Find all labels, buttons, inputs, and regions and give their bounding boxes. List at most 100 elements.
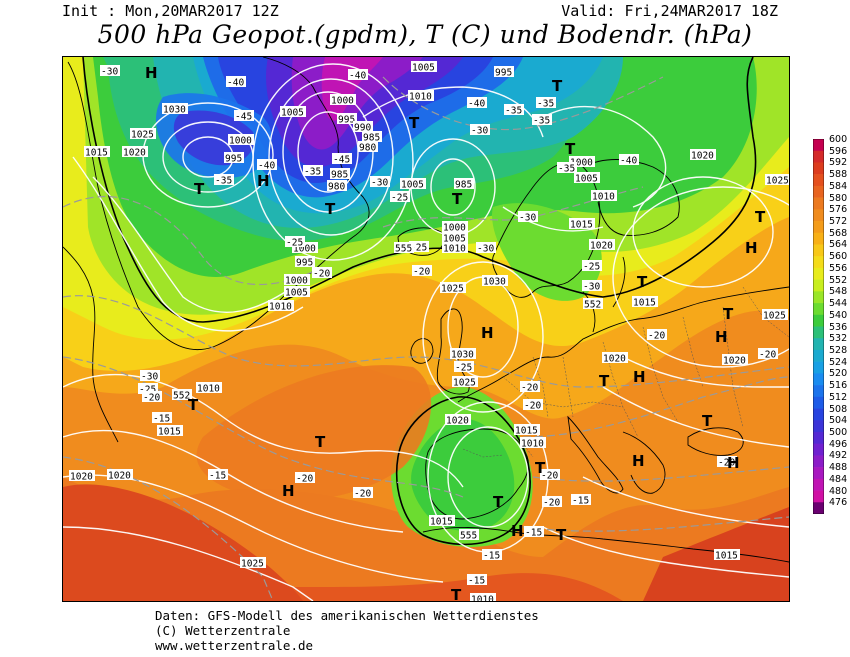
colour-scale-level: 536	[829, 321, 848, 333]
pressure-label: 1020	[589, 239, 615, 252]
colour-scale-level: 488	[829, 462, 848, 474]
temperature-label: -20	[540, 469, 560, 482]
pressure-label: 1020	[69, 470, 95, 483]
svg-text:-35: -35	[558, 164, 575, 175]
colour-scale-band	[813, 256, 824, 269]
pressure-label: 1020	[690, 149, 716, 162]
colour-scale-level: 564	[829, 239, 848, 251]
valid-time: Valid: Fri,24MAR2017 18Z	[561, 2, 778, 20]
temperature-label: -30	[518, 211, 538, 224]
pressure-label: 1005	[411, 61, 437, 74]
temperature-label: -40	[348, 69, 368, 82]
colour-scale-level: 508	[829, 403, 848, 415]
svg-text:-25: -25	[391, 193, 408, 204]
svg-text:-20: -20	[648, 331, 665, 342]
pressure-label: 1010	[470, 593, 496, 601]
svg-text:-35: -35	[304, 167, 321, 178]
colour-scale-level: 580	[829, 192, 848, 204]
temperature-label: -35	[504, 104, 524, 117]
colour-scale-level: 492	[829, 450, 848, 462]
pressure-label: 1025	[130, 128, 156, 141]
temperature-label: -20	[353, 487, 373, 500]
pressure-label: 980	[358, 141, 378, 154]
colour-scale-level: 532	[829, 333, 848, 345]
svg-text:985: 985	[363, 133, 380, 144]
svg-text:1025: 1025	[441, 284, 464, 295]
colour-scale-band	[813, 431, 824, 444]
temperature-labels: -30-40-45-40-35-40-45-35-25-20-40-35-35-…	[100, 65, 778, 587]
high-pressure-marker: H	[257, 172, 270, 190]
high-pressure-marker: H	[727, 454, 740, 472]
colour-scale-level: 592	[829, 157, 848, 169]
pressure-label: 1005	[574, 172, 600, 185]
colour-scale-band	[813, 373, 824, 386]
colour-scale-band	[813, 291, 824, 304]
colour-scale-level: 500	[829, 426, 848, 438]
colour-scale-band	[813, 221, 824, 234]
svg-text:1005: 1005	[412, 63, 435, 74]
pressure-label: 995	[494, 66, 514, 79]
svg-text:-40: -40	[227, 78, 244, 89]
svg-text:1015: 1015	[158, 427, 181, 438]
high-pressure-marker: H	[481, 324, 494, 342]
temperature-label: -25	[138, 383, 158, 396]
temperature-label: -35	[536, 97, 556, 110]
colour-scale-band	[813, 478, 824, 491]
contour-value-labels: 555 552 555 552	[172, 242, 603, 542]
pressure-label: 985	[454, 178, 474, 191]
low-pressure-marker: T	[188, 396, 199, 414]
svg-text:-25: -25	[410, 243, 427, 254]
temperature-label: -20	[412, 265, 432, 278]
svg-text:1030: 1030	[451, 350, 474, 361]
colour-scale-band	[813, 244, 824, 257]
svg-text:-30: -30	[471, 126, 488, 137]
svg-text:990: 990	[354, 123, 371, 134]
temperature-label: -35	[532, 114, 552, 127]
contour-value-label: 555	[459, 529, 479, 542]
svg-text:980: 980	[328, 182, 345, 193]
svg-text:1000: 1000	[570, 158, 593, 169]
colour-scale-band	[813, 420, 824, 433]
colour-scale-band	[813, 150, 824, 163]
svg-text:1005: 1005	[401, 180, 424, 191]
pressure-label: 1015	[429, 515, 455, 528]
svg-text:985: 985	[331, 170, 348, 181]
svg-text:555: 555	[395, 244, 412, 255]
svg-text:1020: 1020	[603, 354, 626, 365]
high-pressure-marker: H	[145, 64, 158, 82]
svg-text:-20: -20	[296, 474, 313, 485]
temperature-label: -20	[647, 329, 667, 342]
svg-text:-30: -30	[141, 372, 158, 383]
colour-scale-band	[813, 139, 824, 152]
pressure-label: 1015	[714, 549, 740, 562]
colour-scale-level: 512	[829, 391, 848, 403]
colour-scale-level: 552	[829, 274, 848, 286]
svg-text:1010: 1010	[521, 439, 544, 450]
temperature-label: -15	[152, 412, 172, 425]
colour-scale-level: 540	[829, 309, 848, 321]
temperature-label: -40	[257, 159, 277, 172]
svg-text:-15: -15	[468, 576, 485, 587]
pressure-label: 1015	[157, 425, 183, 438]
temperature-label: -15	[482, 549, 502, 562]
svg-text:1015: 1015	[715, 551, 738, 562]
temperature-label: -15	[571, 494, 591, 507]
svg-text:-15: -15	[525, 528, 542, 539]
svg-text:-20: -20	[543, 498, 560, 509]
map-title: 500 hPa Geopot.(gpdm), T (C) und Bodendr…	[97, 20, 753, 49]
temperature-label: -15	[467, 574, 487, 587]
high-pressure-marker: H	[633, 368, 646, 386]
temperature-label: -25	[454, 361, 474, 374]
colour-scale-level: 568	[829, 227, 848, 239]
temperature-label: -25	[409, 241, 429, 254]
svg-text:1015: 1015	[633, 298, 656, 309]
svg-text:1005: 1005	[281, 108, 304, 119]
website-link[interactable]: www.wetterzentrale.de	[155, 638, 314, 653]
svg-text:-30: -30	[583, 282, 600, 293]
colour-scale-band	[813, 408, 824, 421]
temperature-label: -20	[758, 348, 778, 361]
high-pressure-marker: H	[632, 452, 645, 470]
temperature-label: -30	[476, 242, 496, 255]
svg-text:1025: 1025	[241, 559, 264, 570]
